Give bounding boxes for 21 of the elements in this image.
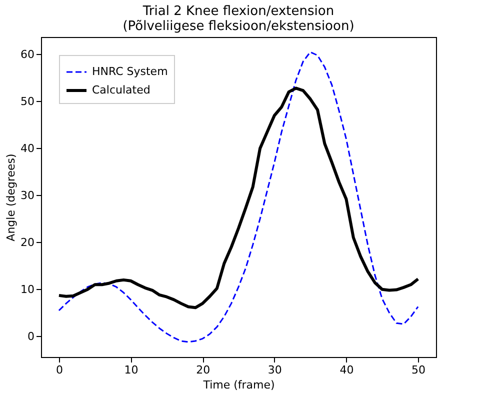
x-axis-title: Time (frame) (202, 378, 275, 392)
legend-label: Calculated (92, 84, 150, 96)
x-tick-label: 20 (196, 364, 210, 376)
line-series (58, 51, 419, 343)
line-series (57, 86, 420, 310)
y-tick-label: 10 (20, 282, 34, 296)
y-tick-label: 20 (20, 236, 34, 249)
x-tick-label: 40 (340, 364, 354, 376)
y-tick-label: 40 (20, 142, 34, 155)
text: (Põlveliigese fleksioon/ekstensioon) (122, 19, 354, 34)
y-tick-label: 30 (20, 188, 34, 202)
x-tick-label: 50 (412, 364, 426, 376)
y-tick-label: 60 (20, 48, 34, 61)
x-tick-label: 0 (56, 364, 63, 376)
y-tick-label: 50 (20, 94, 34, 108)
x-tick-label: 10 (124, 364, 138, 376)
text: Trial 2 Knee flexion/extension (142, 4, 334, 19)
legend-label: HNRC System (92, 65, 168, 78)
x-tick-label: 30 (268, 364, 282, 376)
y-axis-title: Angle (degrees) (4, 154, 18, 242)
y-tick-label: 0 (28, 330, 34, 343)
